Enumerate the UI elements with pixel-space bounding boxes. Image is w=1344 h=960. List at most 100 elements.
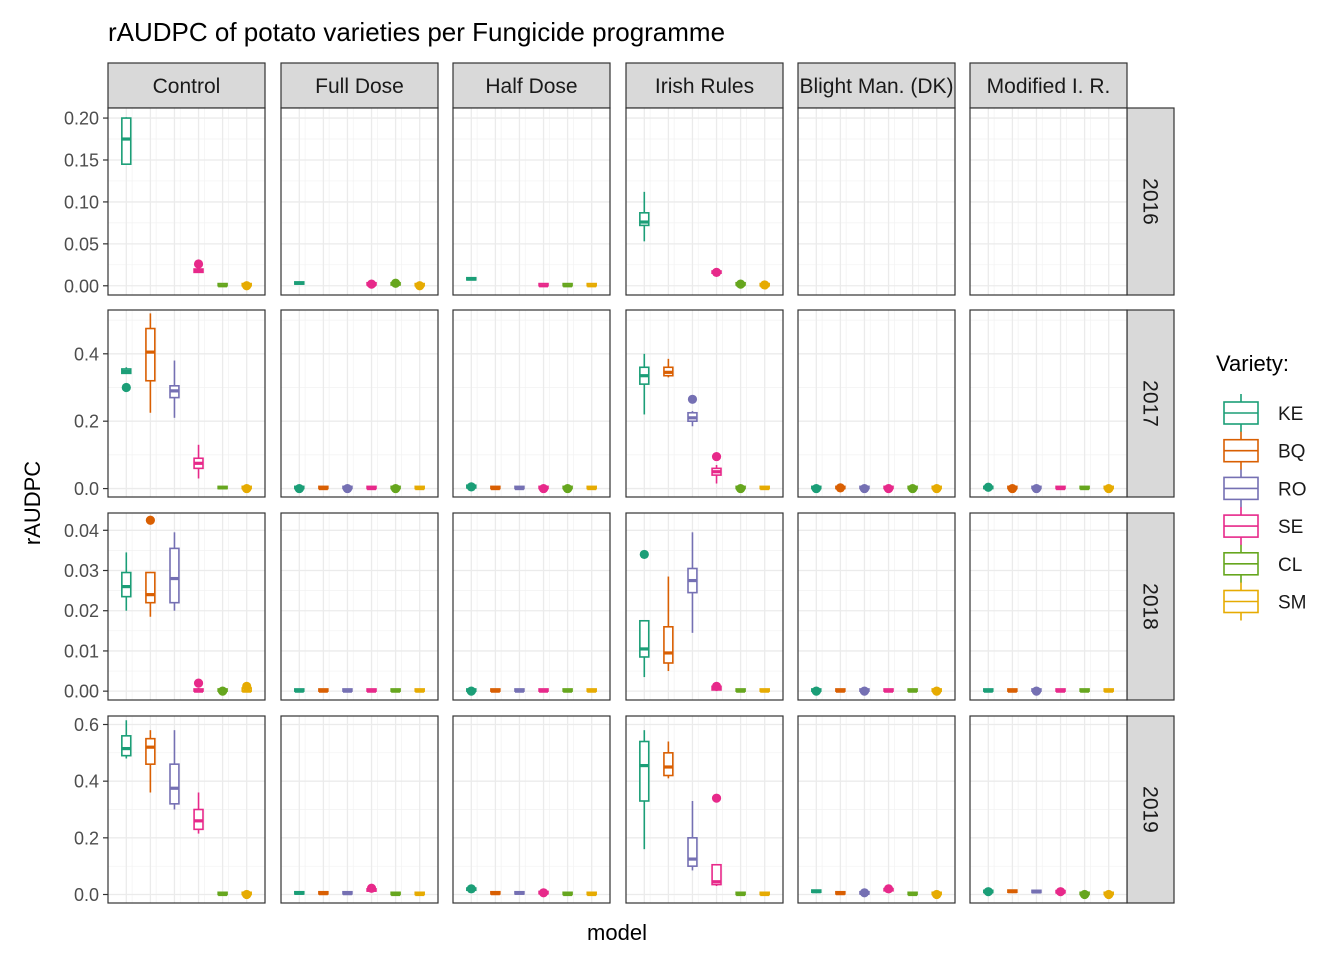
box-body: [169, 547, 180, 604]
y-tick-label: 0.03: [64, 561, 99, 581]
y-tick-label: 0.0: [74, 885, 99, 905]
box-sm: [241, 681, 252, 693]
outlier-point: [1055, 887, 1066, 897]
panel-blight-man-dk-2019: [797, 715, 956, 904]
outlier-point: [218, 686, 228, 696]
outlier-point: [859, 686, 870, 696]
box-se: [366, 688, 377, 693]
outlier-point: [391, 278, 401, 288]
box-ke: [983, 688, 994, 693]
panel-border: [797, 715, 956, 904]
box-sm: [1103, 483, 1114, 494]
panel-irish-rules-2017: [625, 309, 784, 498]
box-ke: [294, 688, 305, 693]
legend-item-bq: BQ: [1223, 431, 1305, 470]
box-sm: [759, 485, 770, 491]
box-ke: [294, 281, 305, 285]
box-cl: [735, 279, 746, 289]
panel-half-dose-2018: [452, 512, 611, 701]
box-body: [145, 737, 156, 765]
panel-border: [969, 715, 1128, 904]
panel-control-2019: [107, 715, 266, 904]
box-sm: [241, 889, 252, 900]
panel-border: [107, 107, 266, 296]
panel-background: [970, 513, 1127, 700]
column-strip-label: Modified I. R.: [987, 75, 1111, 98]
outlier-point: [242, 281, 252, 291]
outlier-point: [294, 483, 304, 494]
y-tick-label: 0.02: [64, 601, 99, 621]
box-body: [663, 752, 674, 777]
y-tick-label: 0.10: [64, 192, 99, 212]
box-body: [639, 619, 650, 658]
panel-grid: [280, 108, 438, 295]
box-body: [121, 571, 132, 598]
panel-grid: [969, 513, 1127, 700]
box-se: [538, 483, 549, 494]
box-ke: [121, 117, 132, 165]
y-tick-label: 0.4: [74, 772, 99, 792]
outlier-point: [908, 483, 918, 494]
panel-background: [798, 513, 955, 700]
box-cl: [217, 686, 228, 696]
box-body: [121, 117, 132, 165]
column-strip-blight-man-dk: Blight Man. (DK): [797, 62, 956, 109]
outlier-point: [711, 793, 722, 803]
panel-border: [969, 309, 1128, 498]
outlier-point: [1104, 889, 1114, 900]
box-bq: [835, 890, 846, 896]
box-body: [145, 327, 156, 382]
outlier-point: [391, 483, 401, 494]
column-strip-control: Control: [107, 62, 266, 109]
outlier-point: [563, 483, 573, 494]
y-tick-label: 0.2: [74, 412, 99, 432]
panel-border: [452, 107, 611, 296]
panel-background: [281, 310, 438, 497]
panel-background: [970, 310, 1127, 497]
column-strip-label: Control: [153, 75, 221, 98]
outlier-point: [711, 267, 722, 277]
box-cl: [390, 891, 401, 897]
legend-item-se: SE: [1223, 507, 1303, 546]
panel-background: [626, 310, 783, 497]
legend-item-label: KE: [1278, 404, 1303, 425]
box-cl: [390, 688, 401, 693]
column-strip-label: Irish Rules: [655, 75, 754, 98]
box-sm: [414, 485, 425, 491]
row-strip-2018: 2018: [1126, 512, 1175, 701]
outlier-point: [639, 549, 649, 560]
panel-grid: [452, 108, 610, 295]
box-ke: [121, 720, 132, 759]
box-ro: [342, 688, 353, 693]
row-strip-background: [1126, 715, 1175, 904]
y-tick-label: 0.0: [74, 479, 99, 499]
outlier-point: [811, 483, 821, 494]
panel-background: [798, 310, 955, 497]
box-ke: [639, 353, 650, 415]
legend-item-label: RO: [1278, 479, 1307, 500]
box-se: [1055, 688, 1066, 693]
box-se: [711, 681, 722, 692]
box-se: [711, 451, 722, 484]
box-ke: [811, 483, 822, 494]
box-se: [883, 688, 894, 693]
outlier-point: [1007, 483, 1017, 494]
box-ro: [687, 532, 698, 633]
panel-half-dose-2019: [452, 715, 611, 904]
box-bq: [490, 890, 501, 896]
panel-border: [280, 309, 439, 498]
panel-border: [452, 715, 611, 904]
outlier-point: [932, 889, 942, 900]
box-sm: [931, 889, 942, 900]
panel-grid: [280, 716, 438, 903]
outlier-point: [366, 279, 377, 289]
box-ro: [169, 532, 180, 611]
box-ke: [466, 884, 477, 894]
box-bq: [318, 688, 329, 693]
box-se: [193, 444, 204, 479]
y-axis-2019: 0.0 0.2 0.4 0.6: [74, 715, 108, 905]
panel-full-dose-2018: [280, 512, 439, 701]
legend-item-label: CL: [1278, 555, 1302, 576]
box-cl: [735, 688, 746, 693]
box-body: [169, 763, 180, 805]
